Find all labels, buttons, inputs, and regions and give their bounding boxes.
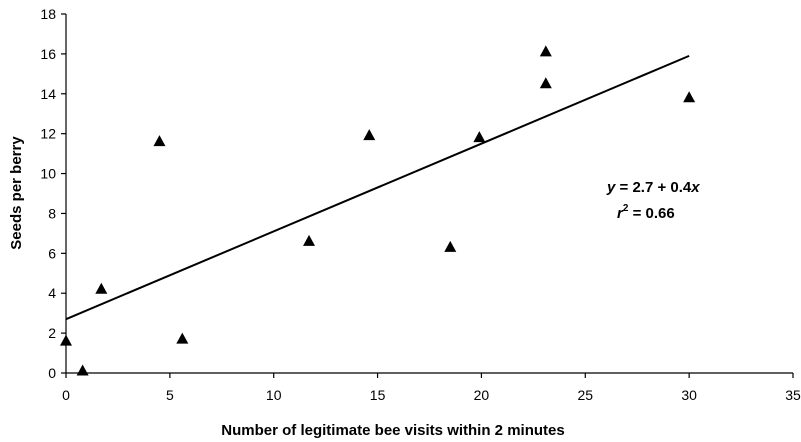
data-point-triangle (76, 364, 89, 376)
y-tick-label: 10 (40, 166, 56, 182)
data-point-triangle (303, 234, 316, 246)
data-point-triangle (539, 77, 552, 89)
x-tick-label: 20 (474, 387, 490, 403)
trendline (65, 54, 690, 321)
data-point-triangle (683, 91, 696, 103)
eq-body: = 2.7 + 0.4 (615, 179, 692, 196)
data-points (60, 45, 696, 376)
axes (65, 14, 793, 374)
r2-sup: 2 (623, 203, 629, 214)
regression-equation: y = 2.7 + 0.4x (606, 179, 700, 196)
x-tick-label: 15 (370, 387, 386, 403)
x-tick-label: 0 (62, 387, 70, 403)
data-point-triangle (539, 45, 552, 57)
y-axis-title: Seeds per berry (8, 136, 25, 250)
r2-body: = 0.66 (628, 205, 674, 222)
y-tick-label: 16 (40, 46, 56, 62)
y-ticks: 0 2 4 6 8 10 12 14 16 18 (40, 6, 66, 381)
y-tick-label: 2 (48, 325, 56, 341)
r-squared: r2 = 0.66 (617, 203, 675, 222)
data-point-triangle (363, 129, 376, 141)
x-tick-label: 25 (577, 387, 593, 403)
y-tick-label: 8 (48, 205, 56, 221)
x-tick-label: 10 (266, 387, 282, 403)
x-tick-label: 35 (785, 387, 801, 403)
data-point-triangle (473, 131, 486, 143)
y-tick-label: 12 (40, 126, 56, 142)
data-point-triangle (444, 240, 457, 252)
x-ticks: 0 5 10 15 20 25 30 35 (62, 373, 801, 403)
eq-var-y: y (606, 179, 616, 196)
x-axis-title: Number of legitimate bee visits within 2… (221, 422, 564, 439)
eq-var-x: x (690, 179, 700, 196)
y-tick-label: 6 (48, 245, 56, 261)
y-tick-label: 14 (40, 86, 56, 102)
r2-var: r (617, 205, 624, 222)
y-tick-label: 4 (48, 285, 56, 301)
y-tick-label: 18 (40, 6, 56, 22)
data-point-triangle (176, 332, 189, 344)
data-point-triangle (95, 282, 108, 294)
y-tick-label: 0 (48, 365, 56, 381)
data-point-triangle (153, 135, 166, 147)
x-tick-label: 5 (166, 387, 174, 403)
x-tick-label: 30 (681, 387, 697, 403)
data-point-triangle (60, 334, 72, 346)
